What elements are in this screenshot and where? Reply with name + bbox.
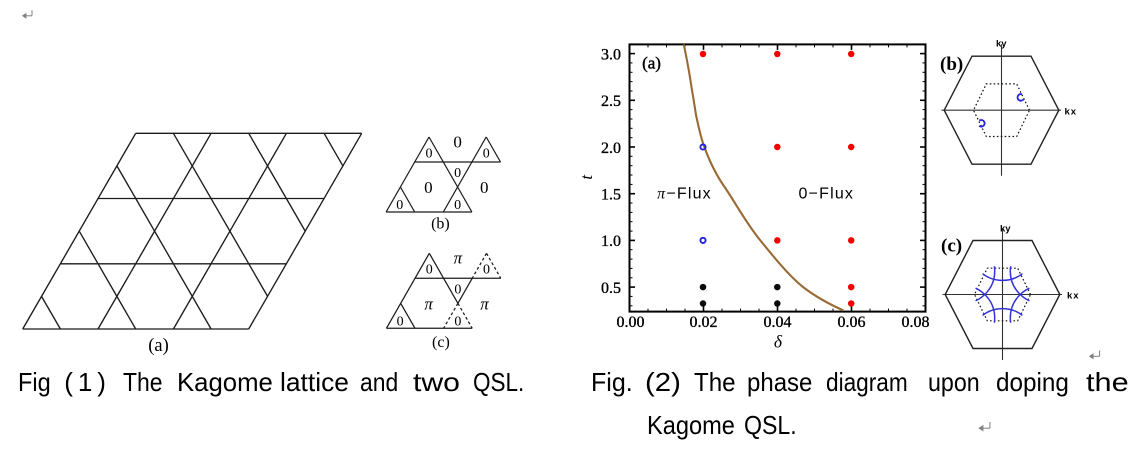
svg-text:0: 0 [426,146,433,161]
svg-text:kx: kx [1065,107,1078,118]
svg-text:1.0: 1.0 [601,233,621,250]
svg-text:0.00: 0.00 [617,314,645,331]
svg-text:1.5: 1.5 [601,187,621,204]
svg-text:2.5: 2.5 [601,93,621,110]
svg-text:(c): (c) [432,334,450,351]
svg-text:0.04: 0.04 [764,314,792,331]
svg-text:δ: δ [774,332,783,352]
svg-text:0: 0 [426,263,433,278]
svg-text:0.06: 0.06 [838,314,866,331]
svg-text:0.5: 0.5 [601,280,621,297]
svg-text:π−Flux: π−Flux [657,185,712,202]
svg-text:t: t [577,174,596,180]
svg-text:(c): (c) [941,236,962,257]
svg-text:3.0: 3.0 [601,46,621,63]
svg-text:ky: ky [996,39,1007,50]
svg-text:0: 0 [483,146,490,161]
svg-text:π: π [454,249,463,268]
svg-text:(b): (b) [431,216,450,233]
svg-text:(a): (a) [642,54,661,73]
svg-text:0.08: 0.08 [902,314,930,331]
svg-text:0: 0 [454,314,461,329]
svg-text:(b): (b) [940,54,963,75]
svg-text:0: 0 [454,198,461,213]
svg-text:0−Flux: 0−Flux [798,185,854,202]
svg-text:0.02: 0.02 [690,314,718,331]
svg-text:π: π [480,294,489,313]
svg-text:kx: kx [1067,291,1080,302]
svg-text:π: π [424,294,433,313]
svg-text:0: 0 [397,314,404,329]
svg-text:0: 0 [480,178,489,197]
svg-text:2.0: 2.0 [601,140,621,157]
svg-text:0: 0 [396,198,403,213]
svg-text:(a): (a) [148,336,169,356]
svg-text:0: 0 [483,263,490,278]
svg-text:0: 0 [454,282,461,297]
svg-text:ky: ky [1000,224,1011,235]
svg-text:0: 0 [424,178,433,197]
svg-text:0: 0 [454,166,461,181]
svg-text:0: 0 [453,132,462,151]
